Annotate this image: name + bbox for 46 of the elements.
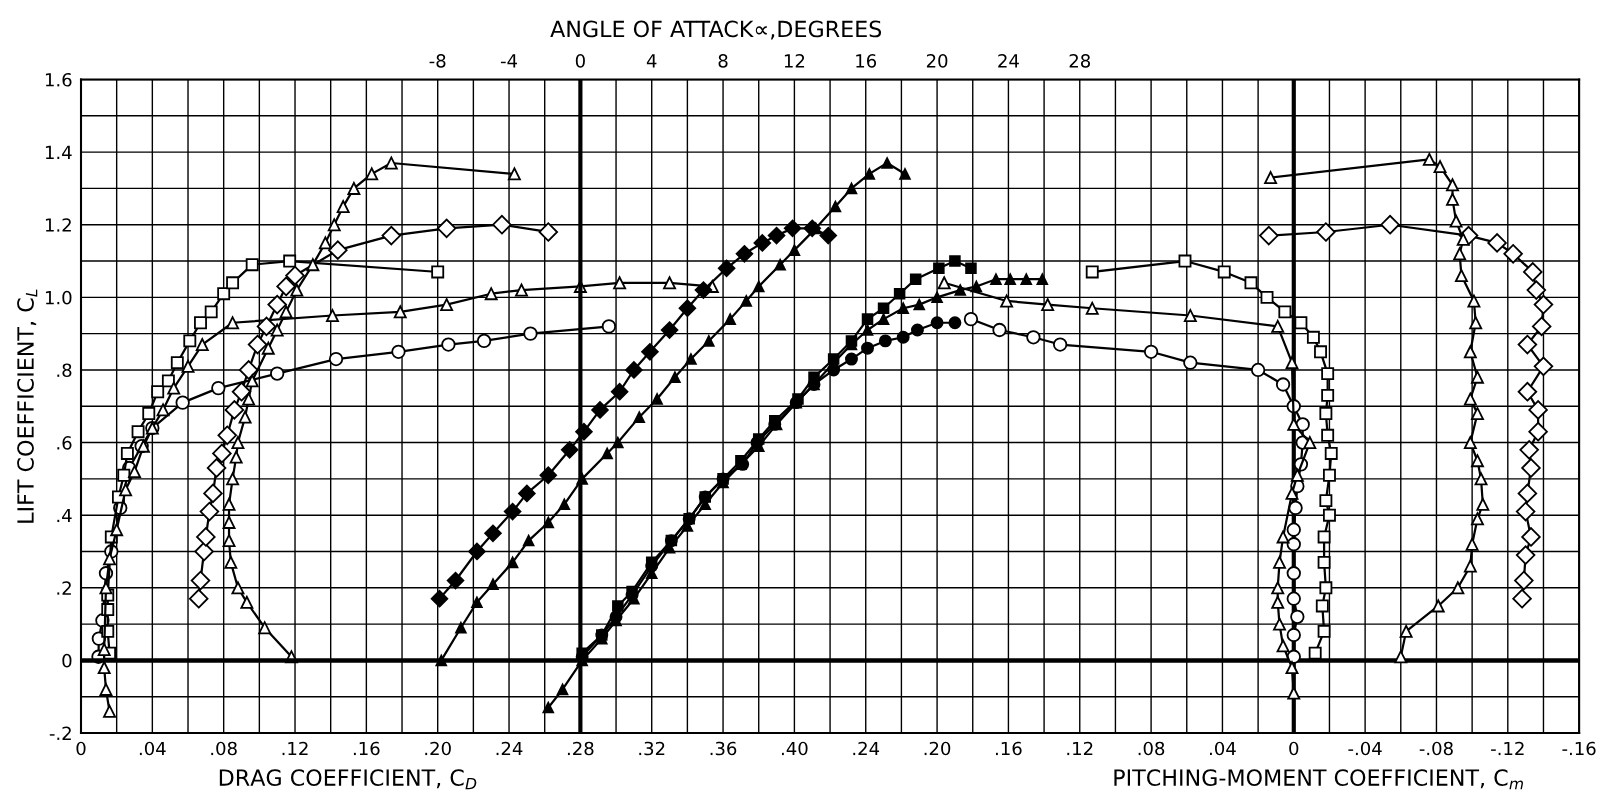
x-tick-label: .20 [924,741,951,756]
x-tick-label: .16 [353,741,380,756]
x-tick-label: -.08 [1419,741,1453,756]
x-tick-label: -.16 [1562,741,1596,756]
x-tick-label: .40 [781,741,808,756]
x2-tick-label: -8 [429,54,446,68]
x-tick-label: .28 [567,741,594,756]
x-tick-label: -.04 [1348,741,1382,756]
x-axis-title: DRAG COEFFICIENT, C$_{D}$ [219,769,477,790]
y-tick-label: .4 [57,508,72,523]
x-tick-label: 0 [76,741,86,756]
x-tick-label: .32 [639,741,665,756]
x2-tick-label: 20 [926,54,948,68]
x2-tick-label: 24 [998,54,1019,68]
x-tick-label: .16 [995,741,1022,756]
x-tick-label: .08 [211,741,237,756]
x-tick-label: -.12 [1491,741,1524,756]
x2-tick-label: 12 [784,54,805,68]
x-tick-label: .04 [139,741,166,756]
x-tick-label: .36 [710,741,737,756]
x-tick-label: .24 [496,741,523,756]
x2-axis-title: ANGLE OF ATTACK∝,DEGREES [550,20,882,40]
y-tick-label: -.2 [49,726,71,740]
x2-tick-label: 16 [856,54,877,68]
y-tick-label: 1.2 [45,218,71,232]
x2-tick-label: 0 [575,54,585,68]
y-tick-label: .6 [57,436,72,450]
y-axis-title: LIFT COEFFICIENT, C$_{L}$ [17,289,38,523]
x-tick-label: 0 [1289,741,1299,756]
x2-tick-label: -4 [500,54,518,68]
y-tick-label: .8 [57,363,72,378]
x2-tick-label: 28 [1069,54,1091,68]
x2-tick-label: 8 [718,54,728,68]
y-tick-label: 1.6 [45,72,72,87]
x-tick-label: .24 [853,741,880,756]
y-tick-label: .2 [57,581,71,595]
y-tick-label: 1.0 [45,290,72,305]
x-tick-label: .20 [425,741,451,756]
x-tick-label: .04 [1210,741,1236,756]
y-tick-label: 1.4 [45,145,72,159]
x2-tick-label: 4 [646,54,657,68]
x-tick-label: .08 [1138,741,1165,756]
x-tick-label: .12 [282,741,308,756]
x-tick-label: .12 [1067,741,1093,756]
x-axis-title: PITCHING-MOMENT COEFFICIENT, C$_{m}$ [1114,769,1523,790]
y-tick-label: 0 [62,653,72,668]
